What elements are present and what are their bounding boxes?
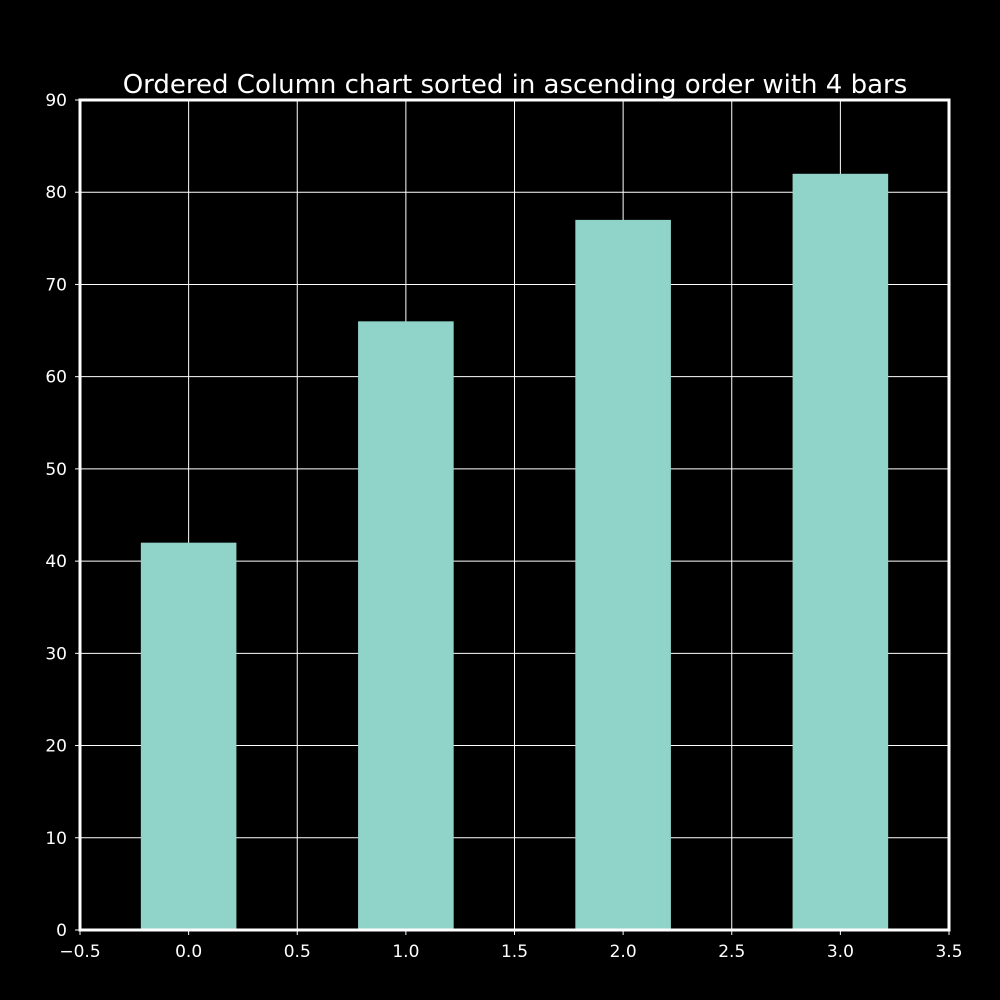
- x-axis-ticks: −0.5 0.0 0.5 1.0 1.5 2.0 2.5 3.0 3.5: [59, 930, 963, 962]
- y-tick-label: 0: [56, 921, 67, 941]
- y-tick-label: 30: [45, 644, 67, 664]
- y-axis-ticks: 0 10 20 30 40 50 60 70 80 90: [45, 91, 80, 941]
- bar: [575, 219, 671, 930]
- x-tick-label: 3.5: [935, 942, 962, 962]
- y-tick-label: 90: [45, 91, 67, 111]
- x-tick-label: 1.5: [501, 942, 528, 962]
- x-tick-label: −0.5: [59, 942, 100, 962]
- bars: [140, 173, 889, 930]
- y-tick-label: 40: [45, 552, 67, 572]
- bar: [792, 173, 889, 930]
- x-tick-label: 2.5: [718, 942, 745, 962]
- x-tick-label: 2.0: [610, 942, 637, 962]
- y-tick-label: 50: [45, 460, 67, 480]
- x-tick-label: 1.0: [392, 942, 419, 962]
- bar: [358, 321, 454, 930]
- y-tick-label: 60: [45, 368, 67, 388]
- y-tick-label: 20: [45, 737, 67, 757]
- y-tick-label: 70: [45, 275, 67, 295]
- x-tick-label: 3.0: [827, 942, 854, 962]
- y-tick-label: 80: [45, 183, 67, 203]
- y-tick-label: 10: [45, 829, 67, 849]
- x-tick-label: 0.5: [284, 942, 311, 962]
- chart-title: Ordered Column chart sorted in ascending…: [123, 70, 908, 100]
- x-tick-label: 0.0: [175, 942, 202, 962]
- bar: [140, 542, 237, 930]
